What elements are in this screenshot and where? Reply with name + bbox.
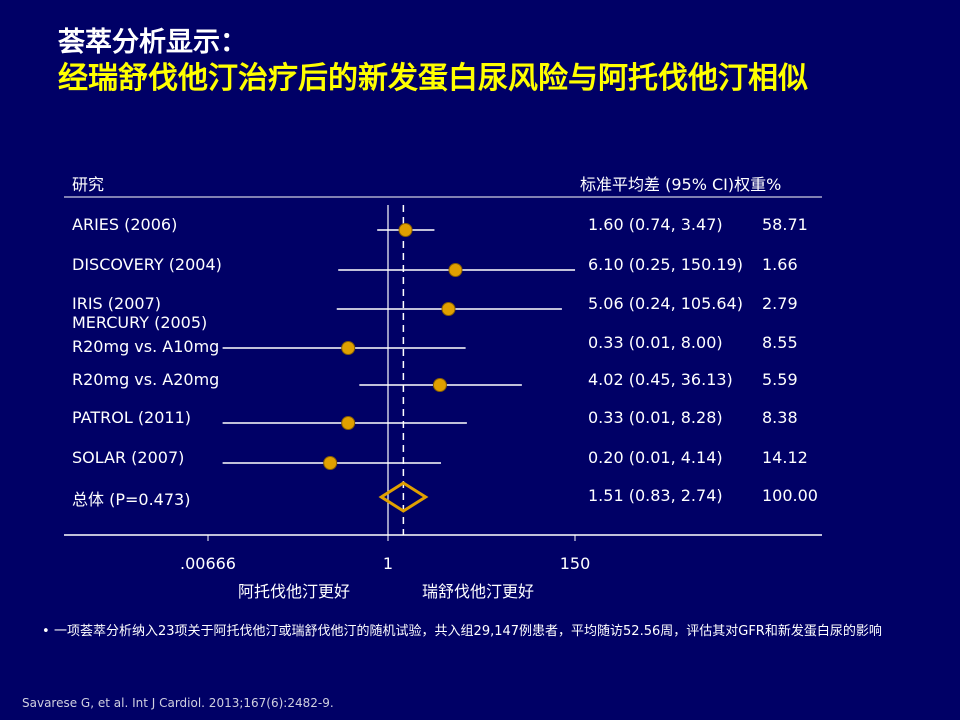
- point-estimate: [398, 223, 413, 237]
- ci-value: 0.33 (0.01, 8.00): [588, 333, 723, 352]
- x-tick-label: 1: [383, 554, 393, 573]
- weight-value: 8.55: [762, 333, 798, 352]
- ci-value: 0.33 (0.01, 8.28): [588, 408, 723, 427]
- header-effect-weight: 标准平均差 (95% CI)权重%: [580, 171, 781, 195]
- point-estimate: [448, 263, 463, 277]
- point-estimate: [341, 341, 356, 355]
- ci-value: 1.60 (0.74, 3.47): [588, 215, 723, 234]
- x-tick-label: 150: [560, 554, 591, 573]
- ci-value: 4.02 (0.45, 36.13): [588, 370, 733, 389]
- overall-ci-value: 1.51 (0.83, 2.74): [588, 486, 723, 505]
- study-label: ARIES (2006): [72, 215, 178, 234]
- header-weight: 权重%: [734, 175, 782, 194]
- header-effect: 标准平均差 (95% CI): [580, 175, 735, 194]
- x-tick-label: .00666: [180, 554, 236, 573]
- study-label: DISCOVERY (2004): [72, 255, 222, 274]
- ci-value: 5.06 (0.24, 105.64): [588, 294, 743, 313]
- weight-value: 1.66: [762, 255, 798, 274]
- header-study: 研究: [72, 175, 105, 194]
- point-estimate: [441, 302, 456, 316]
- weight-value: 58.71: [762, 215, 808, 234]
- title-line-2: 经瑞舒伐他汀治疗后的新发蛋白尿风险与阿托伐他汀相似: [58, 61, 808, 96]
- point-estimate: [341, 416, 356, 430]
- overall-diamond: [378, 481, 429, 513]
- title-line-1: 荟萃分析显示：: [58, 27, 247, 58]
- footnote-text: 一项荟萃分析纳入23项关于阿托伐他汀或瑞舒伐他汀的随机试验，共入组29,147例…: [54, 624, 882, 639]
- footnote-bullet: •: [42, 624, 50, 639]
- overall-weight-value: 100.00: [762, 486, 818, 505]
- study-label: SOLAR (2007): [72, 448, 185, 467]
- x-label-left: 阿托伐他汀更好: [238, 582, 351, 601]
- weight-value: 2.79: [762, 294, 798, 313]
- study-sublabel: R20mg vs. A10mg: [72, 337, 220, 356]
- footnote: • 一项荟萃分析纳入23项关于阿托伐他汀或瑞舒伐他汀的随机试验，共入组29,14…: [42, 622, 902, 641]
- weight-value: 5.59: [762, 370, 798, 389]
- point-estimate: [323, 456, 338, 470]
- point-estimate: [432, 378, 447, 392]
- weight-value: 14.12: [762, 448, 808, 467]
- citation: Savarese G, et al. Int J Cardiol. 2013;1…: [22, 696, 334, 710]
- study-label: PATROL (2011): [72, 408, 192, 427]
- overall-label: 总体 (P=0.473): [72, 490, 191, 509]
- study-label: IRIS (2007): [72, 294, 161, 313]
- study-label: MERCURY (2005): [72, 313, 208, 332]
- x-label-right: 瑞舒伐他汀更好: [422, 582, 535, 601]
- ci-value: 0.20 (0.01, 4.14): [588, 448, 723, 467]
- weight-value: 8.38: [762, 408, 798, 427]
- ci-value: 6.10 (0.25, 150.19): [588, 255, 743, 274]
- study-label: R20mg vs. A20mg: [72, 370, 220, 389]
